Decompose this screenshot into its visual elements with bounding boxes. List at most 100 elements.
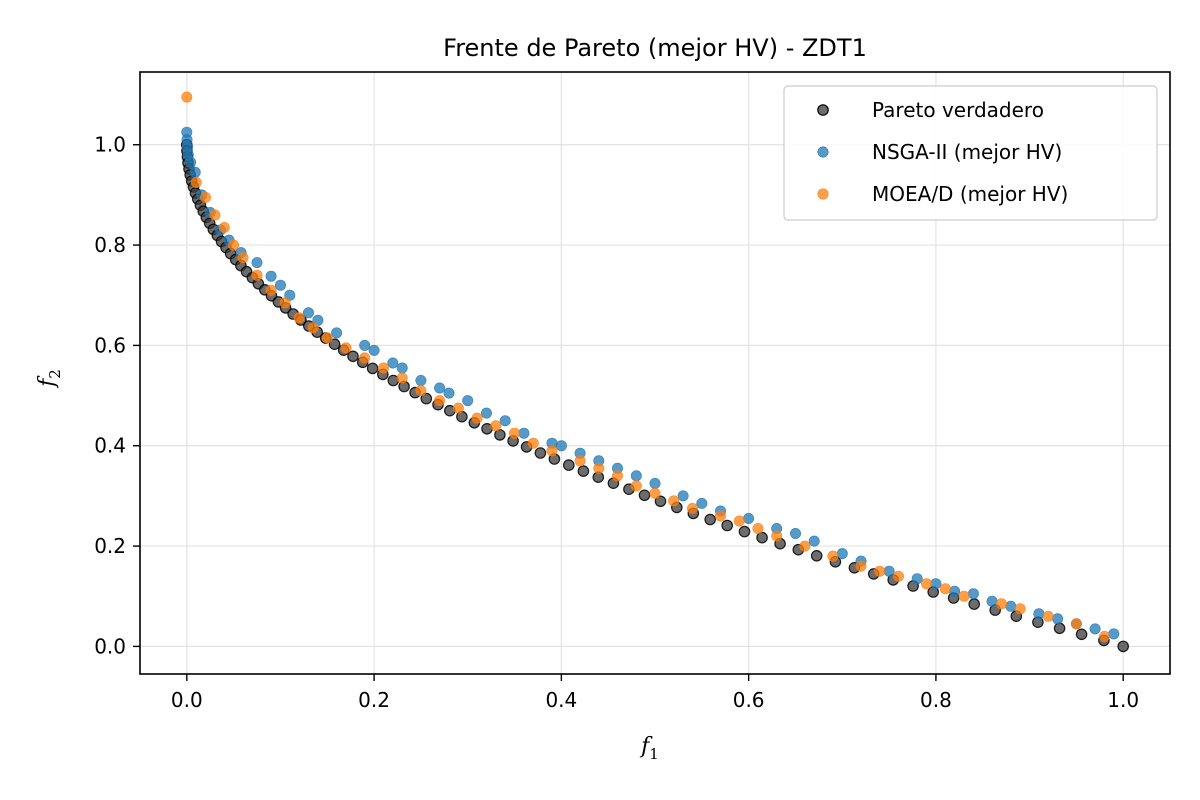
point-moea-d: [396, 372, 408, 384]
point-moea-d: [321, 332, 333, 344]
point-nsga-ii: [368, 344, 380, 356]
point-moea-d: [771, 530, 783, 542]
series-moea-d: [181, 91, 1111, 642]
point-moea-d: [714, 510, 726, 522]
point-moea-d: [995, 598, 1007, 610]
point-moea-d: [892, 570, 904, 582]
point-moea-d: [874, 565, 886, 577]
plot-area-frame: [139, 71, 1171, 675]
point-nsga-ii: [808, 535, 820, 547]
x-axis-label-sub: 1: [649, 745, 659, 763]
point-moea-d: [218, 222, 230, 234]
legend-label-nsga-ii: NSGA-II (mejor HV): [872, 140, 1062, 164]
point-moea-d: [359, 352, 371, 364]
point-nsga-ii: [387, 357, 399, 369]
point-nsga-ii: [789, 527, 801, 539]
point-nsga-ii: [677, 490, 689, 502]
point-pareto-verdadero: [721, 519, 733, 532]
series-nsga-ii: [181, 126, 1120, 640]
point-nsga-ii: [1108, 628, 1120, 640]
point-nsga-ii: [1052, 613, 1064, 625]
point-nsga-ii: [1005, 600, 1017, 612]
chart-title: Frente de Pareto (mejor HV) - ZDT1: [443, 34, 867, 62]
y-axis-label-sub: 2: [46, 369, 64, 379]
point-nsga-ii: [883, 565, 895, 577]
legend-marker-nsga-ii: [817, 146, 829, 158]
point-moea-d: [1070, 618, 1082, 630]
point-nsga-ii: [359, 339, 371, 351]
point-nsga-ii: [265, 270, 277, 282]
x-axis-ticks: 0.0 0.2 0.4 0.6 0.8 1.0: [171, 674, 1139, 712]
point-moea-d: [686, 502, 698, 514]
point-pareto-verdadero: [562, 459, 575, 471]
point-nsga-ii: [1089, 623, 1101, 635]
point-moea-d: [939, 583, 951, 595]
point-moea-d: [307, 322, 319, 334]
point-nsga-ii: [649, 477, 661, 489]
grid: [140, 72, 1170, 674]
point-nsga-ii: [189, 166, 201, 178]
point-moea-d: [293, 312, 305, 324]
legend: Pareto verdadero NSGA-II (mejor HV) MOEA/D…: [783, 85, 1158, 221]
x-tick-label: 0.8: [920, 688, 952, 712]
y-tick-label: 0.2: [94, 534, 126, 558]
point-nsga-ii: [251, 257, 263, 269]
y-tick-label: 0.8: [94, 233, 126, 257]
point-nsga-ii: [1033, 608, 1045, 620]
point-pareto-verdadero: [738, 525, 751, 538]
y-tick-label: 1.0: [94, 133, 126, 157]
point-nsga-ii: [480, 407, 492, 419]
legend-label-pareto-verdadero: Pareto verdadero: [872, 98, 1044, 122]
point-moea-d: [265, 284, 277, 296]
point-nsga-ii: [443, 387, 455, 399]
point-moea-d: [574, 455, 586, 467]
point-nsga-ii: [396, 362, 408, 374]
point-nsga-ii: [434, 382, 446, 394]
point-moea-d: [668, 495, 680, 507]
point-pareto-verdadero: [1075, 628, 1088, 641]
point-moea-d: [527, 437, 539, 449]
point-moea-d: [733, 515, 745, 527]
point-nsga-ii: [696, 497, 708, 509]
point-moea-d: [958, 590, 970, 602]
legend-marker-moea-d: [817, 188, 829, 200]
point-moea-d: [279, 297, 291, 309]
point-moea-d: [630, 480, 642, 492]
data-points: [181, 91, 1129, 653]
point-pareto-verdadero: [756, 531, 768, 544]
x-tick-label: 0.6: [733, 688, 765, 712]
point-pareto-verdadero: [654, 495, 667, 508]
x-tick-label: 0.2: [358, 688, 390, 712]
point-moea-d: [377, 362, 389, 374]
point-moea-d: [649, 487, 661, 499]
point-pareto-verdadero: [704, 513, 716, 526]
point-pareto-verdadero: [968, 598, 980, 610]
point-nsga-ii: [836, 548, 848, 560]
y-tick-label: 0.6: [94, 333, 126, 357]
point-moea-d: [827, 550, 839, 562]
point-nsga-ii: [986, 595, 998, 607]
point-pareto-verdadero: [1053, 622, 1066, 635]
x-tick-label: 0.4: [545, 688, 577, 712]
point-moea-d: [611, 470, 623, 482]
point-pareto-verdadero: [366, 362, 379, 375]
point-nsga-ii: [949, 585, 961, 597]
y-tick-label: 0.4: [94, 434, 126, 458]
point-nsga-ii: [462, 395, 474, 407]
point-moea-d: [434, 395, 446, 407]
point-pareto-verdadero: [328, 338, 341, 350]
point-moea-d: [920, 578, 932, 590]
point-moea-d: [181, 91, 193, 103]
point-nsga-ii: [499, 415, 511, 427]
point-pareto-verdadero: [577, 465, 590, 477]
point-pareto-verdadero: [1117, 640, 1129, 653]
point-pareto-verdadero: [638, 489, 651, 502]
point-moea-d: [415, 385, 427, 397]
point-nsga-ii: [630, 470, 642, 482]
point-moea-d: [490, 420, 502, 432]
point-nsga-ii: [415, 374, 427, 386]
point-pareto-verdadero: [810, 549, 823, 562]
point-moea-d: [1099, 630, 1111, 642]
point-nsga-ii: [911, 573, 923, 585]
